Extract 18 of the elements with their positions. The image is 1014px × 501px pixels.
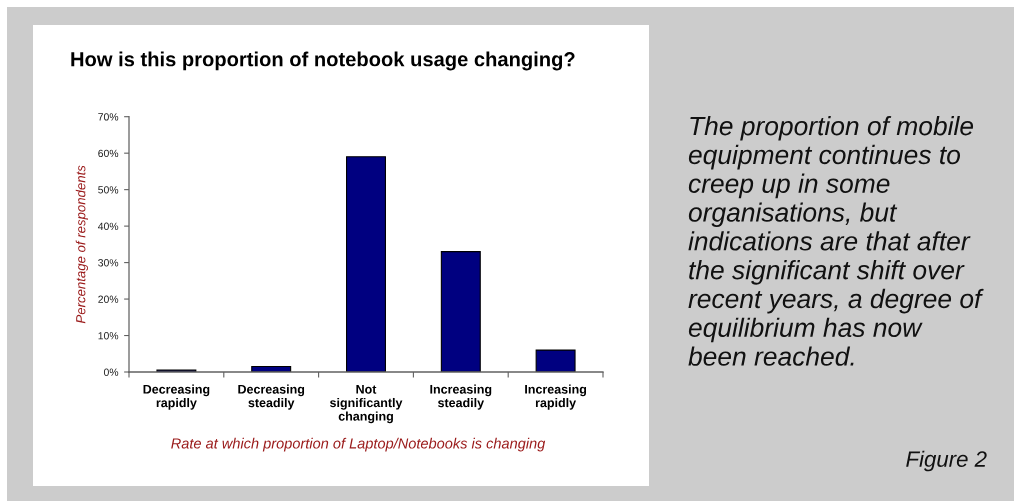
y-tick-label: 30% xyxy=(98,259,119,267)
chart-title: How is this proportion of notebook usage changing? xyxy=(71,51,575,71)
x-tick-label: Not significantly changing xyxy=(329,384,403,424)
y-tick-label: 20% xyxy=(98,295,119,303)
y-tick-label: 50% xyxy=(98,186,119,194)
y-tick-label: 70% xyxy=(98,113,119,121)
text: The proportion of mobile equipment continues to creep up in some organisations, but indications are that after the significant shift over recent years, a degree of equilibrium has now been reached. xyxy=(688,116,984,366)
y-tick-label: 10% xyxy=(98,332,119,340)
x-tick-label: Increasing steadily xyxy=(430,384,492,410)
x-tick-label: Increasing rapidly xyxy=(525,384,587,410)
x-axis-title: Rate at which proportion of Laptop/Notebooks is changing xyxy=(171,437,546,452)
caption: Figure 2 xyxy=(906,450,987,472)
y-tick-label: 40% xyxy=(97,222,119,230)
y-axis-title: Percentage of respondents xyxy=(75,165,89,324)
x-tick-label: Decreasing steadily xyxy=(238,384,305,410)
y-tick-label: 60% xyxy=(98,149,119,158)
y-tick-label: 0% xyxy=(103,368,119,376)
x-tick-label: Decreasing rapidly xyxy=(143,384,210,410)
